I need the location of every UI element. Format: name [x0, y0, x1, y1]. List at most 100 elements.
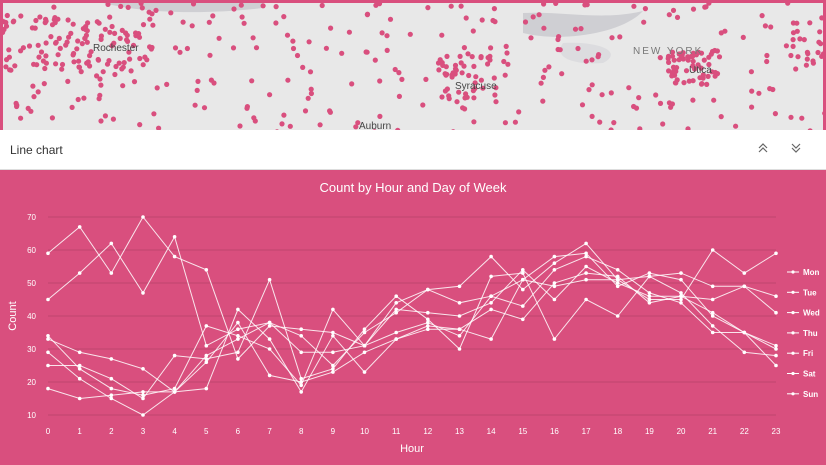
data-point[interactable] [109, 271, 114, 275]
data-point[interactable] [489, 294, 493, 298]
map-point[interactable] [469, 54, 475, 60]
map-point[interactable] [503, 43, 509, 50]
map-point[interactable] [35, 89, 41, 95]
map-point[interactable] [37, 14, 43, 20]
map-point[interactable] [435, 60, 442, 66]
data-point[interactable] [362, 330, 367, 335]
data-point[interactable] [521, 268, 525, 272]
data-point[interactable] [552, 268, 557, 272]
map-point[interactable] [440, 62, 446, 68]
map-point[interactable] [578, 26, 584, 32]
map-point[interactable] [70, 21, 76, 27]
map-point[interactable] [6, 54, 12, 60]
map-point[interactable] [180, 19, 186, 25]
data-point[interactable] [742, 271, 747, 275]
map-point[interactable] [669, 101, 676, 107]
map-point[interactable] [355, 120, 361, 126]
map-point[interactable] [87, 53, 93, 59]
map-point[interactable] [65, 17, 71, 23]
map-point[interactable] [471, 119, 477, 125]
map-point[interactable] [712, 69, 718, 76]
map-point[interactable] [819, 15, 824, 21]
map-point[interactable] [392, 66, 398, 73]
data-point[interactable] [204, 268, 209, 272]
data-point[interactable] [394, 294, 399, 298]
map-point[interactable] [139, 5, 145, 11]
map-point[interactable] [488, 45, 494, 51]
map-point[interactable] [127, 56, 133, 62]
map-point[interactable] [49, 22, 56, 28]
map-point[interactable] [41, 81, 47, 87]
map-point[interactable] [40, 58, 47, 64]
map-point[interactable] [201, 105, 208, 111]
map-point[interactable] [718, 114, 724, 120]
series-sun[interactable] [46, 271, 778, 417]
map-point[interactable] [540, 74, 547, 80]
map-point[interactable] [448, 3, 454, 9]
data-point[interactable] [141, 413, 145, 417]
data-point[interactable] [742, 284, 747, 289]
map-point[interactable] [516, 109, 522, 115]
map-point[interactable] [790, 30, 797, 36]
data-point[interactable] [710, 284, 715, 289]
map-point[interactable] [788, 114, 794, 120]
map-point[interactable] [631, 3, 637, 9]
map-point[interactable] [237, 123, 243, 129]
map-point[interactable] [712, 47, 718, 54]
map-point[interactable] [131, 79, 138, 85]
map-point[interactable] [657, 55, 663, 61]
map-point[interactable] [807, 128, 813, 130]
map-point[interactable] [14, 103, 20, 110]
map-point[interactable] [308, 86, 314, 92]
data-point[interactable] [489, 337, 493, 341]
map-point[interactable] [636, 95, 642, 101]
map-point[interactable] [6, 47, 12, 53]
map-point[interactable] [572, 26, 579, 32]
map-point[interactable] [666, 68, 672, 74]
data-point[interactable] [362, 327, 367, 331]
map-point[interactable] [273, 20, 279, 26]
map-point[interactable] [805, 51, 811, 57]
map-point[interactable] [666, 12, 672, 18]
map-point[interactable] [53, 61, 59, 67]
data-point[interactable] [615, 314, 620, 318]
data-point[interactable] [331, 367, 335, 371]
map-point[interactable] [55, 52, 61, 58]
map-point[interactable] [207, 52, 213, 58]
map-point[interactable] [462, 95, 468, 101]
map-point[interactable] [538, 80, 544, 86]
data-point[interactable] [331, 307, 335, 312]
map-point[interactable] [117, 35, 123, 42]
map-point[interactable] [241, 20, 247, 26]
map-view[interactable]: Rochester Syracuse Auburn NEW YORK Utica [0, 0, 826, 130]
map-point[interactable] [74, 46, 80, 52]
map-point[interactable] [128, 68, 134, 74]
data-point[interactable] [172, 353, 177, 358]
map-point[interactable] [557, 47, 563, 53]
map-point[interactable] [12, 63, 18, 69]
map-point[interactable] [97, 76, 103, 82]
map-point[interactable] [749, 104, 755, 110]
data-point[interactable] [457, 327, 462, 331]
map-point[interactable] [512, 119, 518, 125]
map-point[interactable] [536, 12, 542, 18]
map-point[interactable] [281, 112, 287, 118]
data-point[interactable] [109, 376, 114, 381]
map-point[interactable] [589, 113, 595, 119]
map-point[interactable] [290, 38, 296, 44]
map-point[interactable] [154, 85, 160, 91]
data-point[interactable] [615, 277, 620, 282]
legend-item-tue[interactable]: Tue [787, 288, 817, 297]
map-point[interactable] [425, 5, 431, 11]
map-point[interactable] [399, 76, 405, 82]
map-point[interactable] [136, 34, 143, 40]
map-point[interactable] [102, 26, 108, 32]
map-point[interactable] [542, 67, 548, 73]
map-point[interactable] [87, 63, 93, 69]
map-point[interactable] [84, 39, 90, 45]
map-point[interactable] [38, 49, 45, 55]
map-point[interactable] [66, 34, 72, 40]
map-point[interactable] [25, 105, 31, 111]
data-point[interactable] [299, 390, 304, 394]
data-point[interactable] [46, 297, 50, 302]
